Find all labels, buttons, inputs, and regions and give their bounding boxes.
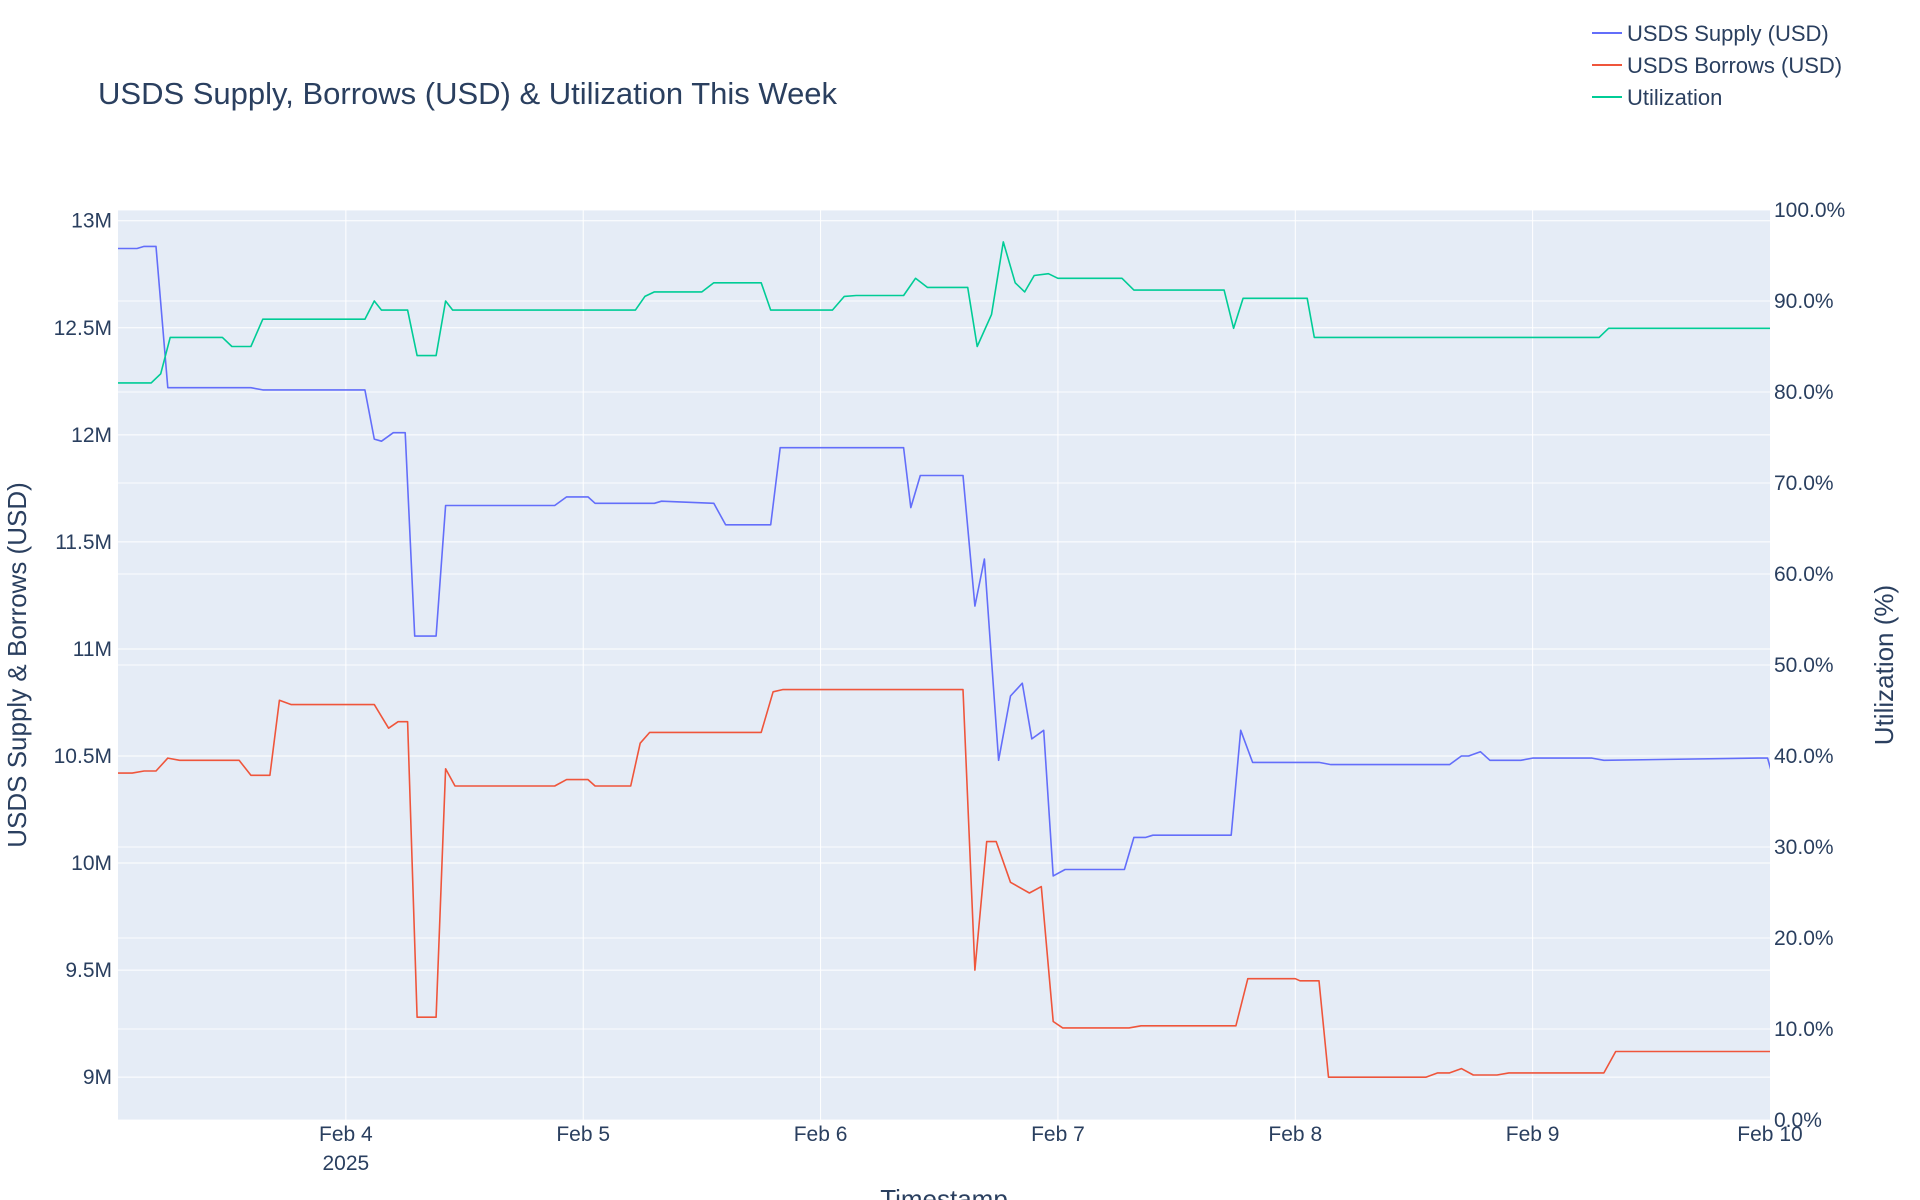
x-tick-label: Feb 8 — [1268, 1123, 1322, 1146]
x-tick-label: Feb 4 — [319, 1123, 373, 1146]
y-tick-label: 12M — [71, 424, 112, 447]
y2-tick-label: 100.0% — [1774, 199, 1845, 222]
y-axis-title: USDS Supply & Borrows (USD) — [2, 482, 32, 848]
x-tick-label: Feb 10 — [1737, 1123, 1802, 1146]
y2-tick-label: 70.0% — [1774, 472, 1834, 495]
legend-item-borrows[interactable]: USDS Borrows (USD) — [1592, 53, 1842, 78]
y-tick-label: 9M — [83, 1066, 112, 1089]
y-tick-label: 9.5M — [65, 959, 112, 982]
y-tick-label: 12.5M — [54, 317, 112, 340]
y2-tick-label: 90.0% — [1774, 290, 1834, 313]
x-tick-label: Feb 6 — [794, 1123, 848, 1146]
legend-label-utilization: Utilization — [1627, 85, 1722, 110]
series-lines — [118, 241, 1794, 1078]
y2-tick-label: 60.0% — [1774, 563, 1834, 586]
legend-label-supply: USDS Supply (USD) — [1627, 21, 1829, 46]
y2-tick-label: 10.0% — [1774, 1018, 1834, 1041]
chart-title: USDS Supply, Borrows (USD) & Utilization… — [98, 76, 838, 111]
y2-tick-label: 40.0% — [1774, 745, 1834, 768]
y-tick-label: 13M — [71, 210, 112, 233]
grid — [118, 209, 1770, 1121]
y-tick-label: 11M — [73, 638, 112, 661]
legend-item-utilization[interactable]: Utilization — [1592, 85, 1722, 110]
y-tick-label: 11.5M — [55, 531, 112, 554]
legend-item-supply[interactable]: USDS Supply (USD) — [1592, 21, 1829, 46]
y-tick-label: 10M — [71, 852, 112, 875]
y2-tick-label: 50.0% — [1774, 654, 1834, 677]
legend-label-borrows: USDS Borrows (USD) — [1627, 53, 1842, 78]
series-line-utilization[interactable] — [118, 241, 1794, 384]
x-tick-sublabel: 2025 — [323, 1152, 370, 1175]
legend[interactable]: USDS Supply (USD) USDS Borrows (USD) Uti… — [1592, 21, 1842, 110]
x-tick-label: Feb 5 — [556, 1123, 610, 1146]
y2-tick-label: 30.0% — [1774, 836, 1834, 859]
tick-labels: Feb 4 2025 Feb 5 Feb 6 Feb 7 Feb 8 Feb 9 Feb 10… — [54, 199, 1846, 1175]
y2-tick-label: 80.0% — [1774, 381, 1834, 404]
x-tick-label: Feb 7 — [1031, 1123, 1085, 1146]
y2-tick-label: 20.0% — [1774, 927, 1834, 950]
x-axis-title: Timestamp — [880, 1184, 1008, 1200]
y2-tick-label: 0.0% — [1774, 1109, 1822, 1132]
series-line-borrows[interactable] — [118, 688, 1794, 1078]
y2-axis-title: Utilization (%) — [1869, 585, 1899, 745]
x-tick-label: Feb 9 — [1506, 1123, 1560, 1146]
y-tick-label: 10.5M — [54, 745, 112, 768]
series-line-supply[interactable] — [118, 245, 1794, 877]
